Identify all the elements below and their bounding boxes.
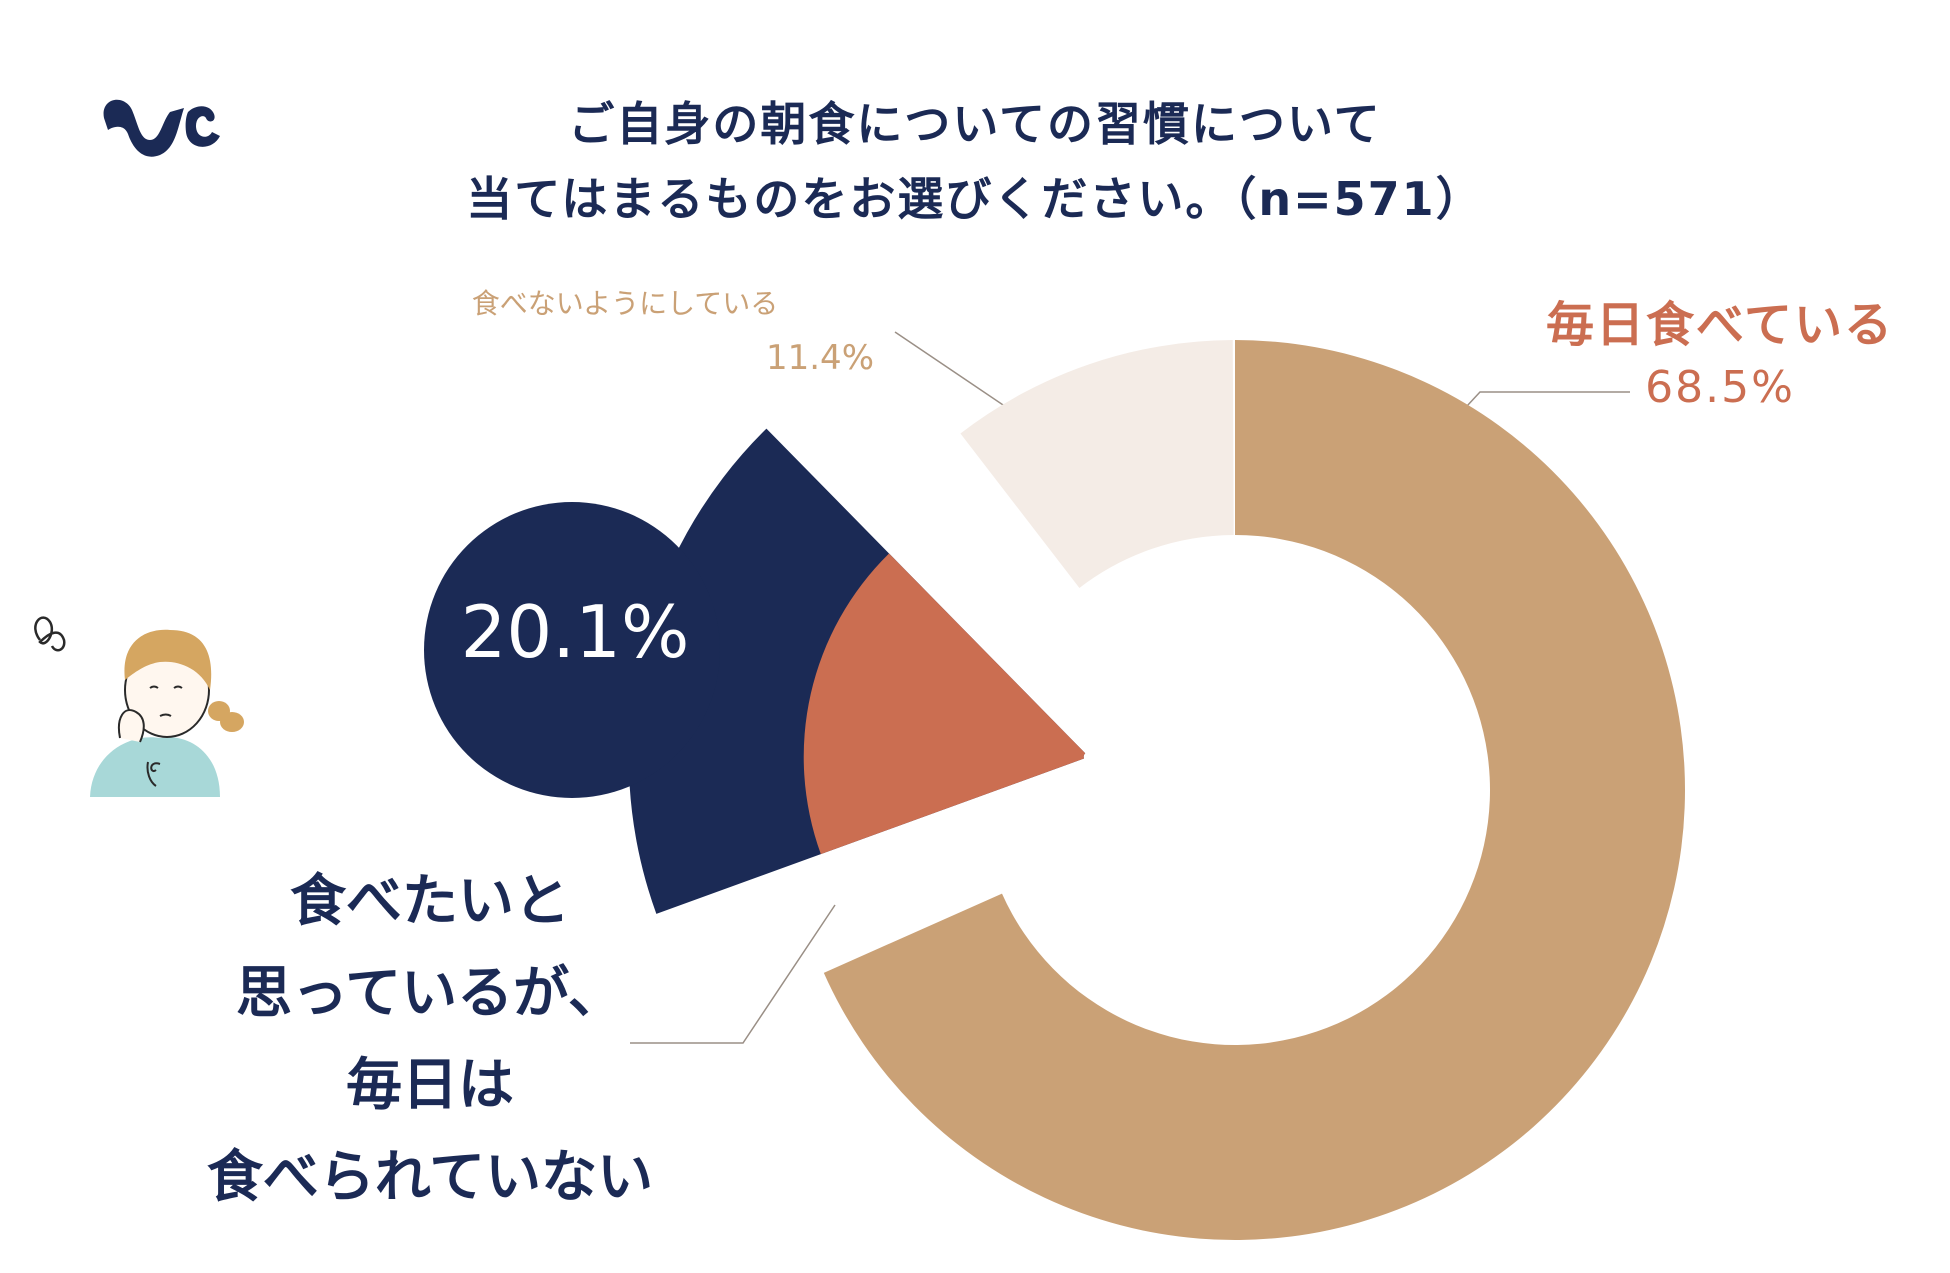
value-badge-want: [424, 502, 720, 798]
thinking-woman-illustration: [34, 616, 244, 797]
label-want-value: 20.1%: [460, 590, 690, 674]
slice-want-inner: [803, 553, 1086, 855]
leader-line-want: [630, 904, 836, 1044]
label-avoid-name: 食べないようにしている: [471, 287, 779, 320]
label-avoid-value: 11.4%: [765, 338, 874, 378]
chart-title-line1: ご自身の朝食についての習慣について: [568, 97, 1382, 151]
label-want-line3: 毎日は: [346, 1053, 514, 1118]
slice-everyday: [823, 340, 1685, 1241]
label-everyday-name: 毎日食べている: [1545, 297, 1895, 353]
label-want-line2: 思っているが、: [235, 961, 625, 1026]
chart-title-line2: 当てはまるものをお選びください。（n=571）: [466, 172, 1484, 226]
label-everyday-value: 68.5%: [1645, 362, 1795, 413]
slice-avoid: [960, 340, 1234, 588]
label-want-line1: 食べたいと: [290, 869, 570, 934]
label-want-line4: 食べられていない: [206, 1145, 654, 1210]
brand-logo-icon: [103, 99, 220, 157]
